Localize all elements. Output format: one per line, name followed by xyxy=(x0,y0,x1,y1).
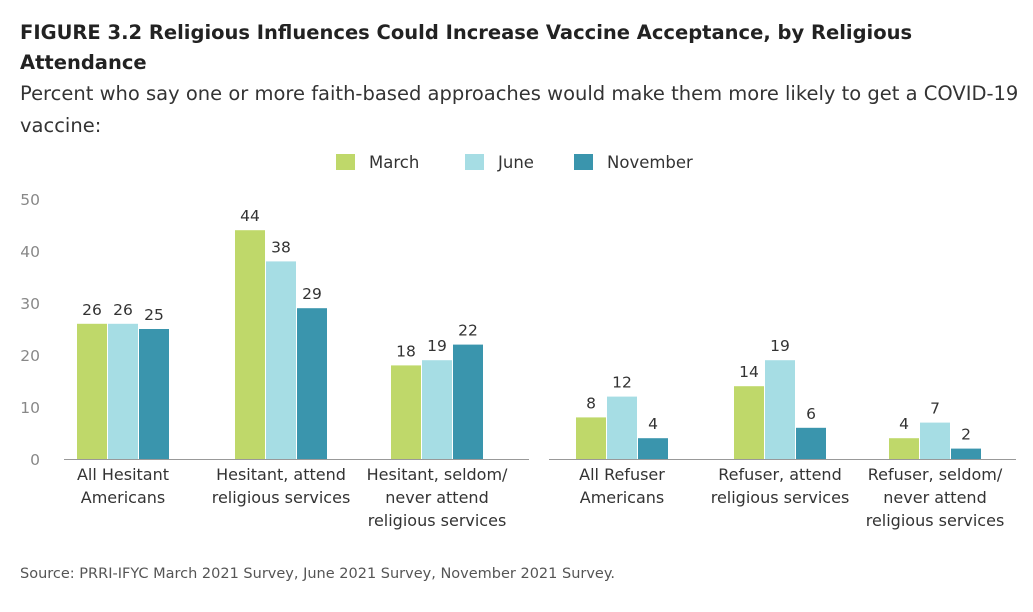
bar-november xyxy=(796,427,826,459)
bar-march xyxy=(734,386,764,459)
data-label: 22 xyxy=(458,322,478,340)
category-label: All Refuser xyxy=(579,465,665,484)
bar-june xyxy=(266,261,296,459)
data-label: 29 xyxy=(302,285,322,303)
chart-title: FIGURE 3.2 Religious Influences Could In… xyxy=(20,21,913,74)
y-tick-label: 50 xyxy=(20,191,40,209)
category-label: religious services xyxy=(368,511,507,530)
bar-november xyxy=(297,308,327,459)
category-label: religious services xyxy=(711,488,850,507)
y-tick-label: 30 xyxy=(20,295,40,313)
legend-label-november: November xyxy=(607,153,693,172)
legend-swatch-november xyxy=(574,154,593,170)
bar-march xyxy=(391,365,421,459)
chart-subtitle: Percent who say one or more faith-based … xyxy=(20,82,1019,137)
data-label: 19 xyxy=(427,337,447,355)
category-label: Americans xyxy=(81,488,165,507)
bar-november xyxy=(638,438,668,459)
category-label: never attend xyxy=(883,488,986,507)
legend-swatch-june xyxy=(465,154,484,170)
bar-november xyxy=(951,448,981,459)
legend-swatch-march xyxy=(336,154,355,170)
category-label: Hesitant, attend xyxy=(216,465,346,484)
y-tick-label: 40 xyxy=(20,243,40,261)
legend-label-june: June xyxy=(497,153,534,172)
category-label: Americans xyxy=(580,488,664,507)
source-note: Source: PRRI-IFYC March 2021 Survey, Jun… xyxy=(20,566,615,582)
data-label: 25 xyxy=(144,306,164,324)
bar-june xyxy=(422,360,452,459)
bar-november xyxy=(453,344,483,459)
y-tick-label: 0 xyxy=(30,451,40,469)
category-label: religious services xyxy=(212,488,351,507)
data-label: 26 xyxy=(113,301,133,319)
data-label: 8 xyxy=(586,394,596,412)
data-label: 4 xyxy=(648,415,658,433)
bar-november xyxy=(139,329,169,459)
y-tick-label: 10 xyxy=(20,399,40,417)
data-label: 19 xyxy=(770,337,790,355)
data-label: 2 xyxy=(961,426,971,444)
bar-june xyxy=(765,360,795,459)
data-label: 38 xyxy=(271,238,291,256)
category-label: All Hesitant xyxy=(77,465,169,484)
bar-june xyxy=(607,396,637,459)
data-label: 7 xyxy=(930,400,940,418)
data-label: 6 xyxy=(806,405,816,423)
bar-march xyxy=(77,323,107,459)
legend-label-march: March xyxy=(369,153,419,172)
category-label: never attend xyxy=(385,488,488,507)
bar-march xyxy=(235,230,265,459)
category-label: Refuser, seldom/ xyxy=(868,465,1003,484)
data-label: 12 xyxy=(612,374,632,392)
data-label: 4 xyxy=(899,415,909,433)
y-tick-label: 20 xyxy=(20,347,40,365)
bar-march xyxy=(576,417,606,459)
data-label: 14 xyxy=(739,363,759,381)
category-label: Refuser, attend xyxy=(718,465,841,484)
bar-march xyxy=(889,438,919,459)
category-label: Hesitant, seldom/ xyxy=(367,465,508,484)
data-label: 26 xyxy=(82,301,102,319)
bar-june xyxy=(108,323,138,459)
category-label: religious services xyxy=(866,511,1005,530)
data-label: 44 xyxy=(240,207,260,225)
bar-june xyxy=(920,422,950,459)
data-label: 18 xyxy=(396,342,416,360)
